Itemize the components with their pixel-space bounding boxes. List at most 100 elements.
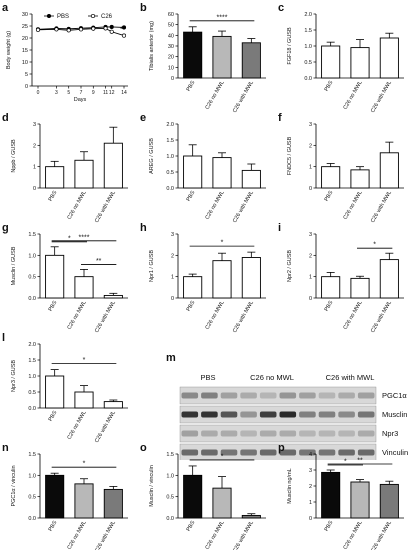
x-tick-label: 14 (121, 90, 127, 96)
chart-panel-g: g Musclin / GUSB 0.0 0.5 1.0 1.5 PBS C26 no MWL… (0, 220, 138, 334)
significance-marker: * (68, 235, 71, 242)
y-axis-label: Tibialis anterior (mg) (149, 21, 155, 71)
panel-label: g (2, 222, 9, 234)
x-tick-label: C26 with MWL (370, 300, 393, 334)
bar (45, 474, 65, 519)
x-tick-label: PBS (324, 520, 335, 533)
significance-marker: * (221, 240, 224, 247)
bar (183, 474, 203, 519)
chart-svg-p: p Musclin ng/mL 0 1 2 3 4 PBS C26 no MWL C26 with… (278, 442, 404, 550)
y-tick-label: 1.0 (28, 473, 36, 479)
x-tick-label: C26 no MWL (66, 410, 87, 441)
bar (321, 45, 341, 79)
legend-entry: PBS (57, 14, 69, 20)
x-tick-label: PBS (48, 410, 59, 423)
bar (74, 159, 94, 189)
x-tick-label: PBS (48, 520, 59, 533)
chart-panel-d: d Nppb / GUSB 0 1 2 3 PBS C26 no MWL C26 with MW… (0, 110, 138, 224)
blot-band (201, 392, 218, 399)
chart-panel-h: h Npr1 / GUSB 0 1 2 3 PBS C26 no MWL C26 with MW… (138, 220, 276, 334)
y-tick-label: 0.5 (28, 390, 36, 396)
y-tick-label: 1.5 (304, 28, 312, 34)
significance-marker: * (221, 453, 224, 460)
bar (212, 260, 232, 299)
x-tick-label: PBS (186, 190, 197, 203)
y-tick-label: 0 (171, 296, 174, 302)
y-tick-label: 2 (309, 143, 312, 149)
blot-row-label: Npr3 (382, 429, 398, 438)
significance-marker: ** (357, 458, 363, 465)
significance-marker: **** (79, 234, 90, 241)
blot-row-label: Musclin (382, 410, 407, 419)
y-tick-label: 0.0 (28, 296, 36, 302)
bar (45, 166, 65, 189)
blot-band (259, 430, 277, 437)
y-axis-label: FNDC5 / GUSB (287, 136, 293, 175)
blot-row-label: Vinculin (382, 448, 408, 457)
y-tick-label: 0.0 (28, 406, 36, 412)
y-tick-label: 2.0 (166, 122, 174, 128)
blot-band (338, 449, 355, 456)
legend-marker (90, 13, 96, 19)
blot-band (357, 392, 375, 399)
panel-label: n (2, 442, 9, 454)
chart-svg-e: e AREG / GUSB 0.0 0.5 1.0 1.5 2.0 PBS C26 no MWL… (140, 112, 266, 224)
bar (212, 487, 232, 519)
blot-band (240, 430, 257, 437)
blot-group-label: C26 with MWL (326, 373, 375, 382)
x-tick-label: C26 no MWL (66, 190, 87, 221)
bar (183, 31, 203, 79)
bar (74, 483, 94, 519)
data-point (78, 27, 84, 32)
y-tick-label: 10 (22, 60, 28, 66)
y-tick-label: 0.0 (304, 76, 312, 82)
bar (321, 166, 341, 189)
significance-marker: * (120, 27, 123, 34)
x-tick-label: C26 no MWL (66, 520, 87, 550)
chart-svg-f: f FNDC5 / GUSB 0 1 2 3 PBS C26 no MWL C26 with M… (278, 112, 404, 224)
blot-group-label: PBS (200, 373, 215, 382)
y-tick-label: 10 (168, 65, 174, 71)
y-tick-label: 15 (22, 48, 28, 54)
y-tick-label: 0 (309, 296, 312, 302)
y-tick-label: 5 (25, 72, 28, 78)
y-tick-label: 20 (22, 36, 28, 42)
y-tick-label: 40 (168, 33, 174, 39)
y-axis-label: Npr3 / GUSB (11, 360, 17, 392)
y-tick-label: 1 (309, 500, 312, 506)
y-tick-label: 3 (171, 232, 174, 238)
blot-strip (179, 424, 377, 443)
blot-band (279, 411, 297, 418)
x-tick-label: C26 no MWL (204, 80, 225, 111)
y-tick-label: 0.0 (166, 516, 174, 522)
blot-band (181, 392, 199, 399)
chart-panel-p: p Musclin ng/mL 0 1 2 3 4 PBS C26 no MWL C26 with… (276, 440, 414, 550)
bar (321, 471, 341, 519)
bar (379, 152, 399, 189)
x-tick-label: PBS (324, 190, 335, 203)
bar (45, 254, 65, 299)
x-tick-label: C26 no MWL (204, 190, 225, 221)
y-tick-label: 3 (309, 122, 312, 128)
y-axis-label: AREG / GUSB (149, 138, 155, 174)
significance-marker: ** (96, 258, 102, 265)
x-tick-label: C26 with MWL (232, 190, 255, 224)
bar (212, 157, 232, 189)
y-tick-label: 2 (309, 484, 312, 490)
y-tick-label: 0.5 (166, 170, 174, 176)
data-point (103, 26, 108, 31)
x-tick-label: PBS (48, 300, 59, 313)
blot-band (240, 449, 257, 456)
panel-label: f (278, 112, 282, 124)
x-tick-label: 7 (80, 90, 83, 96)
chart-panel-n: n PGC1α / vinculin 0.0 0.5 1.0 1.5 PBS C26 no M… (0, 440, 138, 550)
blot-strip (179, 405, 377, 424)
y-tick-label: 3 (33, 122, 36, 128)
blot-band (318, 430, 336, 437)
y-tick-label: 0 (25, 84, 28, 90)
bar (74, 276, 94, 299)
x-tick-label: 12 (109, 90, 115, 96)
bar (241, 514, 261, 519)
data-point (54, 27, 59, 32)
bar (350, 481, 370, 519)
